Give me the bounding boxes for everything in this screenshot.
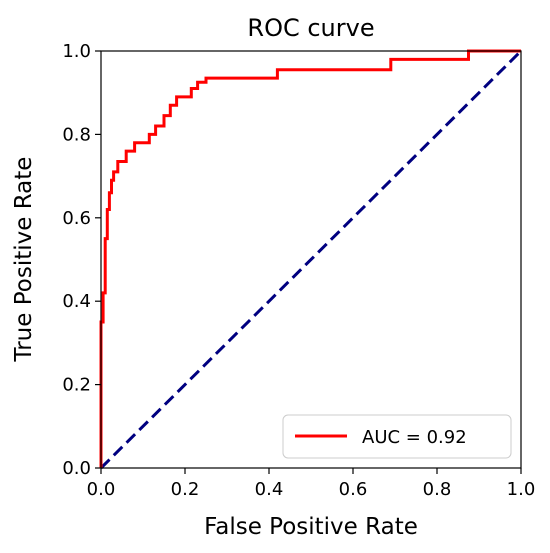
x-tick-label: 0.4 — [255, 479, 284, 500]
x-tick-label: 0.8 — [423, 479, 452, 500]
y-tick-label: 0.2 — [62, 375, 91, 396]
legend: AUC = 0.92 — [282, 414, 512, 459]
chart-title: ROC curve — [247, 14, 374, 42]
y-tick-label: 0.4 — [62, 291, 91, 312]
plot-area — [99, 49, 523, 470]
y-tick-label: 0.0 — [62, 458, 91, 479]
series-layer — [99, 49, 523, 470]
legend-label: AUC = 0.92 — [362, 427, 467, 448]
diagonal-reference-line — [99, 49, 523, 470]
y-tick-label: 1.0 — [62, 41, 91, 62]
y-tick-label: 0.6 — [62, 208, 91, 229]
x-tick-label: 0.2 — [171, 479, 200, 500]
roc-curve-line — [99, 49, 521, 468]
x-axis-label: False Positive Rate — [204, 514, 418, 540]
x-tick-label: 0.6 — [339, 479, 368, 500]
x-axis-ticks: 0.0 0.2 0.4 0.6 0.8 1.0 — [87, 468, 536, 500]
plot-frame — [100, 50, 522, 469]
y-tick-label: 0.8 — [62, 124, 91, 145]
legend-box — [282, 414, 512, 459]
x-tick-label: 0.0 — [87, 479, 116, 500]
y-axis-ticks: 0.0 0.2 0.4 0.6 0.8 1.0 — [62, 41, 101, 479]
x-tick-label: 1.0 — [507, 479, 536, 500]
y-axis-label: True Positive Rate — [11, 157, 37, 363]
